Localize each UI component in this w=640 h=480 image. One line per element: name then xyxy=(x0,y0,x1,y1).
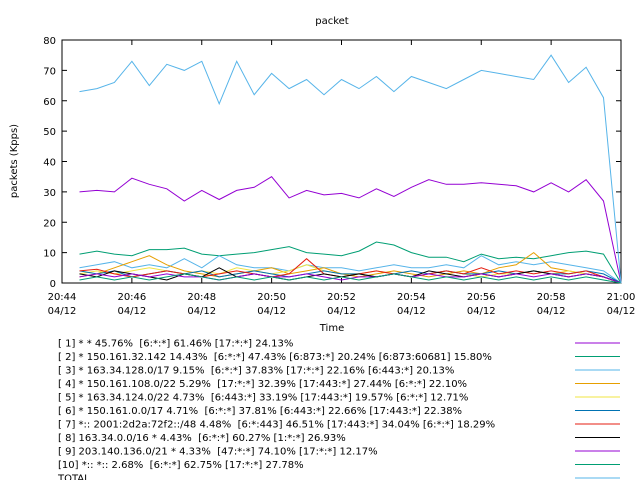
x-axis-label: Time xyxy=(319,323,344,334)
y-tick-label: 40 xyxy=(43,158,56,169)
x-tick-date: 04/12 xyxy=(537,306,566,317)
legend-label: [ 4] * 150.161.108.0/22 5.29% [17:*:*] 3… xyxy=(58,379,467,390)
x-tick-label: 20:52 xyxy=(327,292,356,303)
legend-label: [ 7] *:: 2001:2d2a:72f2::/48 4.48% [6:*:… xyxy=(58,420,495,431)
y-tick-label: 50 xyxy=(43,127,56,138)
series-line xyxy=(79,267,622,284)
y-tick-label: 20 xyxy=(43,218,56,229)
series-line xyxy=(79,176,622,284)
plot-border xyxy=(61,39,622,284)
x-tick-date: 04/12 xyxy=(257,306,286,317)
x-tick-label: 20:48 xyxy=(187,292,216,303)
y-tick-label: 0 xyxy=(50,279,56,290)
x-tick-label: 20:50 xyxy=(257,292,286,303)
legend-label: [ 5] * 163.34.124.0/22 4.73% [6:443:*] 3… xyxy=(58,393,468,404)
legend-label: [ 6] * 150.161.0.0/17 4.71% [6:*:*] 37.8… xyxy=(58,406,462,417)
x-tick-label: 20:58 xyxy=(537,292,566,303)
y-tick-label: 80 xyxy=(43,36,56,47)
legend-label: [ 1] * * 45.76% [6:*:*] 61.46% [17:*:*] … xyxy=(58,339,293,350)
x-tick-label: 21:00 xyxy=(607,292,636,303)
legend-label: [ 3] * 163.34.128.0/17 9.15% [6:*:*] 37.… xyxy=(58,366,454,377)
x-tick-label: 20:54 xyxy=(397,292,426,303)
series-line xyxy=(79,241,622,284)
legend-label: TOTAL xyxy=(57,474,90,480)
x-tick-date: 04/12 xyxy=(467,306,496,317)
y-tick-label: 60 xyxy=(43,97,56,108)
y-tick-label: 70 xyxy=(43,66,56,77)
y-axis-label: packets (Kpps) xyxy=(9,124,20,198)
legend-label: [ 2] * 150.161.32.142 14.43% [6:*:*] 47.… xyxy=(58,352,492,363)
x-tick-date: 04/12 xyxy=(327,306,356,317)
series-line xyxy=(79,273,622,284)
series-line xyxy=(79,54,622,284)
x-tick-date: 04/12 xyxy=(187,306,216,317)
y-tick-label: 30 xyxy=(43,188,56,199)
x-tick-label: 20:44 xyxy=(48,292,77,303)
legend-label: [ 8] 163.34.0.0/16 * 4.43% [6:*:*] 60.27… xyxy=(58,433,346,444)
legend-label: [10] *:: *:: 2.68% [6:*:*] 62.75% [17:*:… xyxy=(58,460,304,471)
legend-label: [ 9] 203.140.136.0/21 * 4.33% [47:*:*] 7… xyxy=(58,447,378,458)
x-tick-label: 20:56 xyxy=(467,292,496,303)
x-tick-date: 04/12 xyxy=(48,306,77,317)
chart-title: packet xyxy=(315,16,349,27)
y-tick-label: 10 xyxy=(43,249,56,260)
x-tick-label: 20:46 xyxy=(117,292,146,303)
x-tick-date: 04/12 xyxy=(397,306,426,317)
x-tick-date: 04/12 xyxy=(117,306,146,317)
x-tick-date: 04/12 xyxy=(607,306,636,317)
